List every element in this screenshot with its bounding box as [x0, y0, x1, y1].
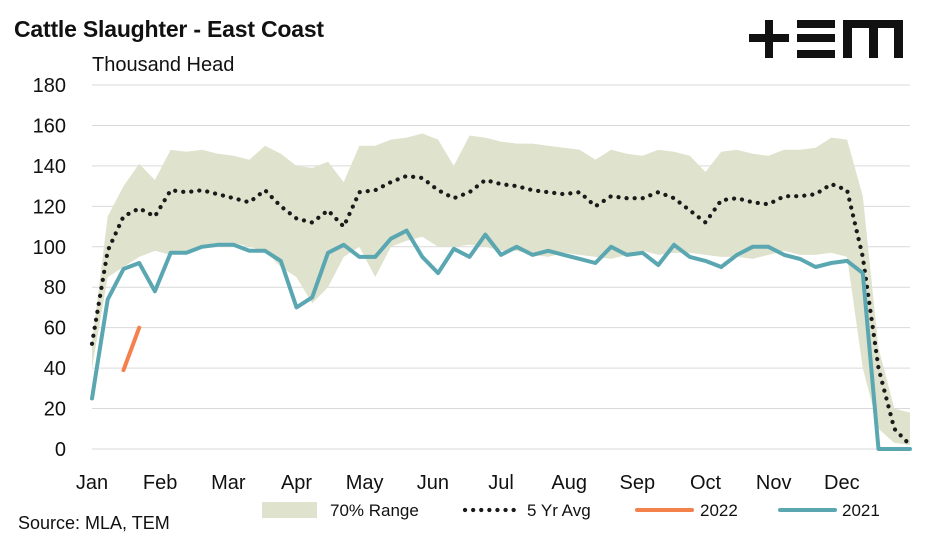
gridlines — [92, 84, 910, 450]
series-2022-line — [121, 325, 142, 373]
y-tick-label: 120 — [33, 196, 66, 218]
legend-item: 2021 — [778, 501, 880, 520]
x-tick-label: Apr — [281, 472, 312, 494]
legend-label: 70% Range — [330, 501, 419, 520]
units-label: Thousand Head — [92, 54, 235, 76]
series-2021-line — [90, 228, 912, 451]
legend-item: 70% Range — [262, 501, 419, 520]
y-tick-label: 180 — [33, 75, 66, 97]
x-tick-label: May — [346, 472, 384, 494]
series-70-range-band — [92, 133, 910, 445]
tem-logo — [749, 20, 903, 58]
x-tick-label: Jan — [76, 472, 108, 494]
y-tick-label: 20 — [44, 399, 66, 421]
y-tick-label: 80 — [44, 277, 66, 299]
x-tick-label: Nov — [756, 472, 792, 494]
y-axis-ticks: 0 20 40 60 80 100 120 140 160 180 — [33, 75, 66, 461]
y-tick-label: 0 — [55, 439, 66, 461]
series-layer — [89, 173, 913, 451]
source-note: Source: MLA, TEM — [18, 513, 170, 533]
y-tick-label: 160 — [33, 115, 66, 137]
chart-title: Cattle Slaughter - East Coast — [14, 16, 324, 42]
x-tick-label: Aug — [551, 472, 587, 494]
x-tick-label: Jul — [488, 472, 514, 494]
legend-label: 2021 — [842, 501, 880, 520]
legend-label: 2022 — [700, 501, 738, 520]
x-tick-label: Feb — [143, 472, 177, 494]
legend-item: 2022 — [635, 501, 738, 520]
y-tick-label: 40 — [44, 358, 66, 380]
series-5yr-avg-line — [89, 173, 913, 448]
y-tick-label: 100 — [33, 237, 66, 259]
x-tick-label: Oct — [690, 472, 722, 494]
x-tick-label: Sep — [620, 472, 656, 494]
y-tick-label: 140 — [33, 156, 66, 178]
x-axis-ticks: Jan Feb Mar Apr May Jun Jul Aug Sep Oct Nov Dec — [76, 472, 860, 494]
range-band-layer — [92, 133, 910, 445]
legend-item: 5 Yr Avg — [462, 501, 591, 520]
x-tick-label: Jun — [417, 472, 449, 494]
legend: 70% Range 5 Yr Avg 2022 2021 — [262, 501, 880, 520]
x-tick-label: Dec — [824, 472, 860, 494]
y-tick-label: 60 — [44, 318, 66, 340]
legend-swatch-range — [262, 502, 317, 518]
x-tick-label: Mar — [211, 472, 246, 494]
legend-label: 5 Yr Avg — [527, 501, 591, 520]
